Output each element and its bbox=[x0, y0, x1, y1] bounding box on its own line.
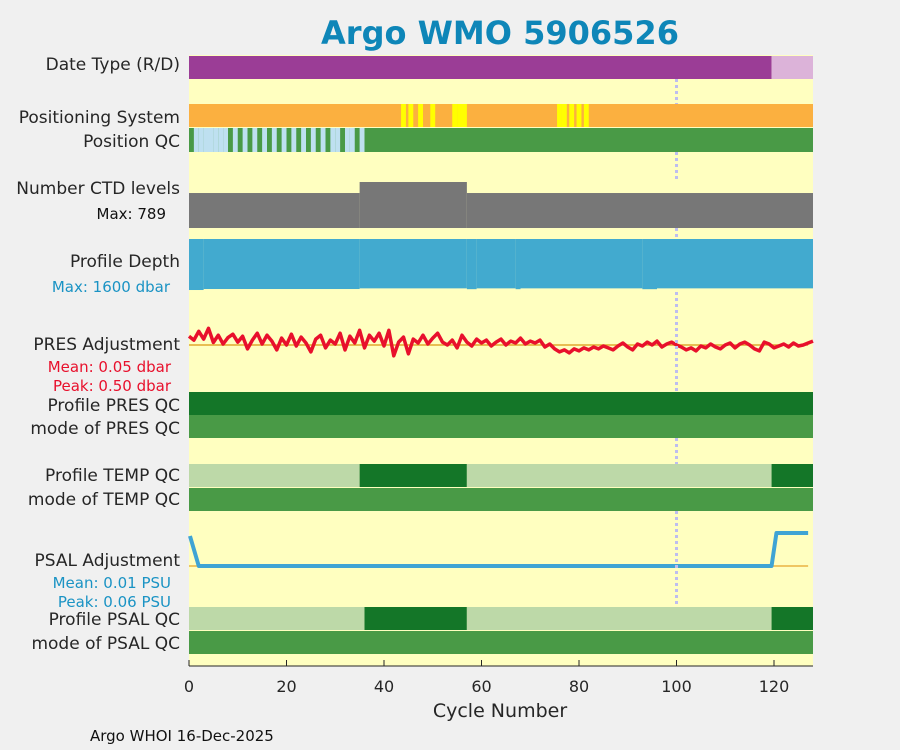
position-qc-interp-bar-3 bbox=[208, 128, 214, 152]
positioning-alt-bar-9 bbox=[569, 104, 575, 127]
position-qc-interp-bar-7 bbox=[232, 128, 238, 152]
profile-depth-bar-7 bbox=[642, 239, 657, 290]
positioning-alt-bar-8 bbox=[561, 104, 567, 127]
profile-depth-bar-6 bbox=[520, 239, 643, 289]
ctd-levels-label: Number CTD levels bbox=[16, 179, 180, 199]
ctd-levels-bar-1 bbox=[359, 182, 467, 228]
mode-temp-qc-bar bbox=[189, 488, 813, 511]
x-tick-label-4: 80 bbox=[569, 677, 589, 696]
positioning-alt-bar-1 bbox=[408, 104, 414, 127]
profile-pres-qc-bar bbox=[189, 392, 813, 415]
profile-depth-label: Profile Depth bbox=[70, 252, 180, 272]
x-tick-label-5: 100 bbox=[661, 677, 692, 696]
profile-depth-bar-4 bbox=[476, 239, 516, 289]
pres-mean-text: Mean: 0.05 dbar bbox=[48, 358, 172, 376]
position-qc-interp-bar-1 bbox=[198, 128, 204, 152]
position-qc-interp-bar-13 bbox=[291, 128, 297, 152]
date-type-bar-0 bbox=[189, 56, 772, 79]
profile-temp-qc-bar-2 bbox=[466, 464, 772, 487]
x-axis-label: Cycle Number bbox=[433, 700, 567, 722]
profile-depth-bar-5 bbox=[515, 239, 521, 290]
profile-psal-qc-bar-1 bbox=[364, 607, 467, 630]
positioning-alt-bar-0 bbox=[401, 104, 406, 127]
position-qc-interp-bar-11 bbox=[271, 128, 277, 152]
mode-psal-qc-bar bbox=[189, 631, 813, 654]
x-tick-label-2: 40 bbox=[374, 677, 394, 696]
profile-depth-bar-2 bbox=[359, 239, 467, 289]
row-labels: Date Type (R/D) Positioning System Positio… bbox=[16, 55, 180, 654]
profile-psal-qc-label: Profile PSAL QC bbox=[49, 610, 180, 630]
x-tick-label-1: 20 bbox=[276, 677, 296, 696]
positioning-label: Positioning System bbox=[19, 108, 180, 128]
depth-max-text: Max: 1600 dbar bbox=[52, 278, 171, 296]
positioning-alt-bar-2 bbox=[418, 104, 423, 127]
mode-temp-qc-label: mode of TEMP QC bbox=[28, 490, 180, 510]
profile-depth-bar-1 bbox=[203, 239, 360, 290]
x-tick-label-3: 60 bbox=[471, 677, 491, 696]
position-qc-interp-bar-18 bbox=[335, 128, 341, 152]
pres-peak-text: Peak: 0.50 dbar bbox=[53, 377, 172, 395]
position-qc-interp-bar-21 bbox=[359, 128, 365, 152]
ctd-levels-bar-2 bbox=[466, 193, 813, 228]
date-type-label: Date Type (R/D) bbox=[46, 55, 180, 75]
psal-peak-text: Peak: 0.06 PSU bbox=[58, 593, 171, 611]
position-qc-interp-bar-19 bbox=[345, 128, 350, 152]
position-qc-interp-bar-5 bbox=[218, 128, 224, 152]
x-tick-label-6: 120 bbox=[759, 677, 790, 696]
pres-adjustment-line bbox=[187, 326, 814, 358]
positioning-alt-bar-3 bbox=[430, 104, 436, 127]
positioning-alt-bar-7 bbox=[557, 104, 562, 127]
position-qc-interp-bar-9 bbox=[252, 128, 258, 152]
position-qc-interp-bar-17 bbox=[330, 128, 336, 152]
profile-psal-qc-bar-2 bbox=[466, 607, 772, 630]
profile-temp-qc-bar-0 bbox=[189, 464, 360, 487]
position-qc-interp-bar-20 bbox=[349, 128, 355, 152]
profile-depth-bar-3 bbox=[466, 239, 477, 290]
position-qc-interp-bar-15 bbox=[310, 128, 316, 152]
mode-pres-qc-bar bbox=[189, 415, 813, 438]
positioning-base-bar bbox=[189, 104, 813, 127]
profile-temp-qc-label: Profile TEMP QC bbox=[45, 466, 180, 486]
x-axis: 0 20 40 60 80 100 120 bbox=[184, 660, 813, 696]
positioning-alt-bar-4 bbox=[452, 104, 458, 127]
psal-adjustment-line bbox=[188, 531, 809, 568]
positioning-alt-bar-10 bbox=[576, 104, 582, 127]
date-type-bar-1 bbox=[771, 56, 813, 79]
positioning-alt-bar-5 bbox=[457, 104, 462, 127]
position-qc-interp-bar-16 bbox=[320, 128, 326, 152]
pres-adjustment-label: PRES Adjustment bbox=[33, 335, 180, 355]
profile-depth-bar-0 bbox=[189, 239, 204, 291]
profile-temp-qc-bar-3 bbox=[771, 464, 813, 487]
psal-mean-text: Mean: 0.01 PSU bbox=[53, 574, 171, 592]
positioning-alt-bar-6 bbox=[462, 104, 467, 127]
position-qc-interp-bar-0 bbox=[193, 128, 199, 152]
position-qc-label: Position QC bbox=[83, 132, 180, 152]
profile-psal-qc-bar-3 bbox=[771, 607, 813, 630]
profile-pres-qc-label: Profile PRES QC bbox=[47, 396, 180, 416]
position-qc-interp-bar-14 bbox=[301, 128, 306, 152]
plot-area bbox=[187, 55, 814, 666]
mode-psal-qc-label: mode of PSAL QC bbox=[31, 634, 180, 654]
positioning-alt-bar-11 bbox=[583, 104, 589, 127]
ctd-levels-bar-0 bbox=[189, 193, 360, 228]
profile-temp-qc-bar-1 bbox=[359, 464, 467, 487]
position-qc-interp-bar-8 bbox=[242, 128, 248, 152]
psal-adjustment-label: PSAL Adjustment bbox=[35, 551, 181, 571]
profile-psal-qc-bar-0 bbox=[189, 607, 365, 630]
position-qc-interp-bar-10 bbox=[262, 128, 267, 152]
footer-text: Argo WHOI 16-Dec-2025 bbox=[90, 727, 274, 745]
mode-pres-qc-label: mode of PRES QC bbox=[30, 419, 180, 439]
ctd-max-text: Max: 789 bbox=[97, 205, 166, 223]
position-qc-interp-bar-12 bbox=[281, 128, 287, 152]
position-qc-interp-bar-4 bbox=[213, 128, 219, 152]
profile-depth-bar-8 bbox=[657, 239, 813, 289]
x-tick-label-0: 0 bbox=[184, 677, 194, 696]
position-qc-interp-bar-2 bbox=[203, 128, 209, 152]
position-qc-interp-bar-6 bbox=[223, 128, 228, 152]
chart-title: Argo WMO 5906526 bbox=[321, 14, 679, 52]
